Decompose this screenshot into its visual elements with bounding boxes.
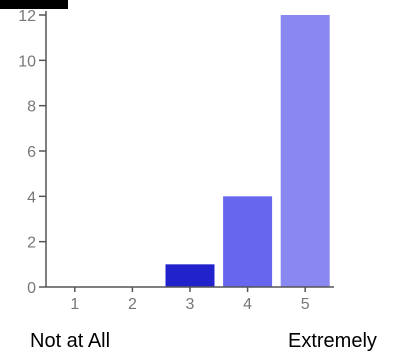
scale-high-label: Extremely — [288, 330, 377, 352]
y-tick-label: 2 — [27, 235, 36, 252]
bar-5 — [280, 15, 330, 287]
y-tick-label: 12 — [18, 8, 36, 25]
y-tick-label: 0 — [27, 280, 36, 297]
y-tick-label: 6 — [27, 144, 36, 161]
y-tick-label: 10 — [18, 53, 36, 70]
x-tick-label: 5 — [301, 296, 310, 313]
y-tick-label: 4 — [27, 189, 36, 206]
bar-3 — [165, 264, 215, 287]
x-tick-label: 3 — [186, 296, 195, 313]
x-axis: 1 2 3 4 5 — [70, 287, 310, 313]
cropped-question-title — [0, 0, 68, 9]
x-tick-label: 1 — [70, 296, 79, 313]
y-axis: 0 2 4 6 8 10 12 — [18, 8, 46, 297]
scale-low-label: Not at All — [30, 330, 111, 352]
bars — [165, 15, 330, 287]
bar-4 — [223, 196, 273, 287]
x-tick-label: 4 — [243, 296, 252, 313]
x-tick-label: 2 — [128, 296, 137, 313]
y-tick-label: 8 — [27, 99, 36, 116]
